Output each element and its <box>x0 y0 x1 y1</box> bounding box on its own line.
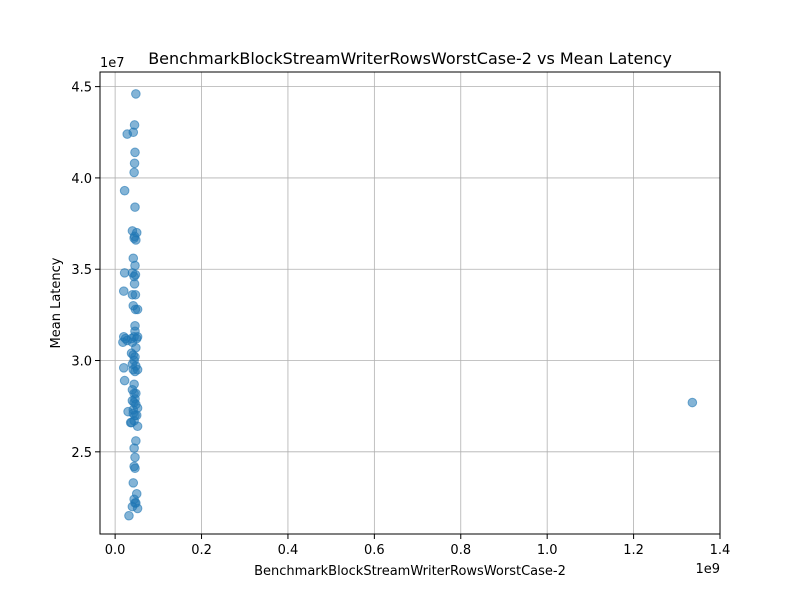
scatter-point <box>129 233 139 243</box>
x-tick-label: 0.8 <box>450 543 471 558</box>
y-axis-label: Mean Latency <box>49 257 64 348</box>
x-tick-label: 1.0 <box>537 543 558 558</box>
scatter-points <box>118 89 698 521</box>
scatter-point <box>128 127 139 138</box>
scatter-point <box>130 289 141 300</box>
y-tick-label: 2.5 <box>71 446 92 461</box>
x-tick-label: 0.6 <box>364 543 385 558</box>
scatter-point <box>132 304 143 315</box>
scatter-point <box>129 158 140 169</box>
x-tick-label: 1.4 <box>710 543 731 558</box>
scatter-point <box>132 503 143 514</box>
grid-lines <box>100 72 721 534</box>
scatter-point <box>130 202 140 212</box>
x-tick-label: 1.2 <box>623 543 644 558</box>
scatter-point <box>128 478 139 488</box>
scatter-point <box>130 463 140 474</box>
plot-frame <box>99 71 721 535</box>
scatter-point <box>132 421 143 432</box>
y-tick-label: 4.5 <box>71 81 92 96</box>
x-axis-label: BenchmarkBlockStreamWriterRowsWorstCase-… <box>254 564 566 579</box>
scatter-point <box>129 279 140 289</box>
scatter-point <box>687 397 698 408</box>
scatter-point <box>130 147 140 158</box>
scatter-point <box>124 510 134 521</box>
scatter-point <box>119 375 130 386</box>
x-tick-label: 0.4 <box>278 543 299 558</box>
y-tick-label: 4.0 <box>71 172 92 187</box>
scatter-point <box>132 364 143 375</box>
scatter-point <box>118 286 129 296</box>
scatter-point <box>119 185 130 196</box>
y-tick-label: 3.0 <box>71 355 92 370</box>
scatter-point <box>129 167 139 178</box>
scatter-point <box>130 452 140 463</box>
x-tick-label: 0.0 <box>105 543 126 558</box>
scatter-point <box>131 89 141 99</box>
axis-ticks: 0.0 0.2 0.4 0.6 0.8 1.0 1.2 1.4 2.5 3.0 3.5 4.0 4.5 <box>71 81 730 558</box>
y-tick-label: 3.5 <box>71 263 92 278</box>
scatter-point <box>118 363 129 373</box>
x-tick-label: 0.2 <box>191 543 212 558</box>
chart-title: BenchmarkBlockStreamWriterRowsWorstCase-… <box>148 49 672 68</box>
scatter-point <box>129 443 139 453</box>
y-axis-offset-label: 1e7 <box>100 56 125 71</box>
x-axis-offset-label: 1e9 <box>695 562 720 577</box>
